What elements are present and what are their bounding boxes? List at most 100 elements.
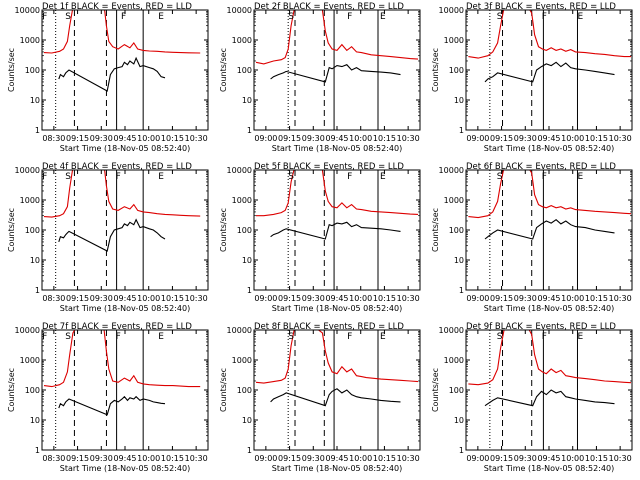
- x-tick-label: 09:30: [302, 294, 325, 303]
- x-tick-label: 08:30: [42, 454, 65, 463]
- series-events-line: [484, 389, 615, 407]
- x-tick-label: 09:15: [278, 454, 301, 463]
- x-tick-label: 09:45: [113, 134, 136, 143]
- x-tick-label: 10:30: [185, 134, 208, 143]
- series-lld-line: [468, 10, 631, 59]
- y-tick-label: 10000: [227, 166, 252, 175]
- event-marker-label: F: [542, 12, 547, 22]
- series-lld-line: [468, 330, 632, 386]
- y-tick-label: 10000: [15, 166, 40, 175]
- series-lld-line: [255, 10, 419, 65]
- panel-title: Det 3f BLACK = Events, RED = LLD: [466, 2, 616, 12]
- x-tick-label: 10:15: [373, 134, 396, 143]
- y-tick-label: 100: [25, 66, 40, 75]
- y-tick-label: 10000: [439, 326, 464, 335]
- x-tick-label: 09:30: [514, 134, 537, 143]
- y-tick-label: 100: [449, 386, 464, 395]
- y-tick-label: 1000: [232, 196, 252, 205]
- x-tick-label: 10:15: [585, 134, 608, 143]
- event-marker-label: F: [347, 172, 352, 182]
- panel-frame: [253, 9, 421, 131]
- event-marker-label: F: [116, 172, 121, 182]
- panel-plot-area: [468, 10, 631, 130]
- event-marker-label: F: [42, 332, 47, 342]
- panel-2: Det 2f BLACK = Events, RED = LLD 1 10 100 10…: [219, 2, 421, 153]
- x-axis-label: Start Time (18-Nov-05 08:52:40): [60, 144, 190, 153]
- event-marker-label: S: [497, 12, 503, 22]
- y-axis-label: Counts/sec: [431, 48, 440, 92]
- x-tick-label: 10:15: [373, 294, 396, 303]
- y-tick-label: 100: [25, 386, 40, 395]
- x-axis-label: Start Time (18-Nov-05 08:52:40): [60, 304, 190, 313]
- panel-title: Det 4f BLACK = Events, RED = LLD: [42, 162, 192, 172]
- y-tick-label: 10000: [439, 6, 464, 15]
- x-tick-label: 10:30: [609, 294, 632, 303]
- y-axis-label: Counts/sec: [431, 208, 440, 252]
- x-tick-label: 10:15: [373, 454, 396, 463]
- x-tick-label: 08:30: [42, 294, 65, 303]
- panel-title: Det 1f BLACK = Events, RED = LLD: [42, 2, 192, 12]
- panel-6: Det 6f BLACK = Events, RED = LLD 1 10 100 10…: [431, 162, 633, 313]
- y-tick-label: 10: [242, 416, 252, 425]
- y-tick-label: 10: [30, 416, 40, 425]
- event-marker-label: E: [578, 332, 584, 342]
- event-marker-label: E: [380, 12, 386, 22]
- y-tick-label: 1: [459, 126, 464, 135]
- x-tick-label: 09:30: [90, 454, 113, 463]
- event-marker-label: S: [288, 172, 294, 182]
- y-tick-label: 10: [30, 96, 40, 105]
- x-tick-label: 10:30: [397, 454, 420, 463]
- series-events-line: [484, 219, 615, 240]
- panel-plot-area: [43, 10, 201, 130]
- x-tick-label: 09:30: [90, 134, 113, 143]
- x-tick-label: 10:00: [561, 134, 584, 143]
- x-tick-label: 09:45: [325, 294, 348, 303]
- panel-title: Det 6f BLACK = Events, RED = LLD: [466, 162, 616, 172]
- event-marker-label: S: [288, 332, 294, 342]
- y-tick-label: 1000: [20, 196, 40, 205]
- event-marker-label: F: [116, 332, 121, 342]
- x-tick-label: 09:30: [302, 134, 325, 143]
- x-tick-label: 09:45: [325, 134, 348, 143]
- event-marker-label: S: [288, 12, 294, 22]
- panel-plot-area: [255, 330, 419, 450]
- y-tick-label: 100: [237, 66, 252, 75]
- x-tick-label: 09:15: [490, 134, 513, 143]
- panel-frame: [253, 169, 421, 291]
- x-tick-label: 09:15: [66, 294, 89, 303]
- x-tick-label: 09:15: [278, 134, 301, 143]
- y-tick-label: 1: [247, 126, 252, 135]
- series-events-line: [58, 395, 166, 416]
- y-tick-label: 10000: [227, 326, 252, 335]
- x-tick-label: 09:45: [537, 294, 560, 303]
- x-tick-label: 09:45: [537, 454, 560, 463]
- x-tick-label: 09:00: [254, 134, 277, 143]
- x-tick-label: 10:00: [137, 454, 160, 463]
- x-axis-label: Start Time (18-Nov-05 08:52:40): [484, 144, 614, 153]
- y-axis-label: Counts/sec: [7, 48, 16, 92]
- x-tick-label: 09:30: [90, 294, 113, 303]
- series-events-line: [270, 64, 401, 83]
- panel-frame: [465, 169, 633, 291]
- x-tick-label: 09:15: [66, 134, 89, 143]
- y-tick-label: 1: [35, 286, 40, 295]
- y-tick-label: 100: [25, 226, 40, 235]
- x-tick-label: 10:30: [185, 454, 208, 463]
- x-tick-label: 10:00: [349, 294, 372, 303]
- x-tick-label: 09:30: [302, 454, 325, 463]
- x-tick-label: 09:45: [113, 454, 136, 463]
- y-tick-label: 100: [449, 226, 464, 235]
- x-tick-label: 09:00: [466, 454, 489, 463]
- x-tick-label: 10:30: [609, 454, 632, 463]
- panel-frame: [41, 169, 209, 291]
- panel-frame: [41, 329, 209, 451]
- panel-plot-area: [255, 10, 419, 130]
- series-events-line: [58, 56, 166, 92]
- panel-title: Det 8f BLACK = Events, RED = LLD: [254, 322, 404, 332]
- panel-5: Det 5f BLACK = Events, RED = LLD 1 10 100 10…: [219, 162, 421, 313]
- panel-frame: [465, 9, 633, 131]
- x-axis-label: Start Time (18-Nov-05 08:52:40): [272, 144, 402, 153]
- series-events-line: [484, 61, 615, 83]
- event-marker-label: F: [542, 172, 547, 182]
- x-tick-label: 09:00: [254, 294, 277, 303]
